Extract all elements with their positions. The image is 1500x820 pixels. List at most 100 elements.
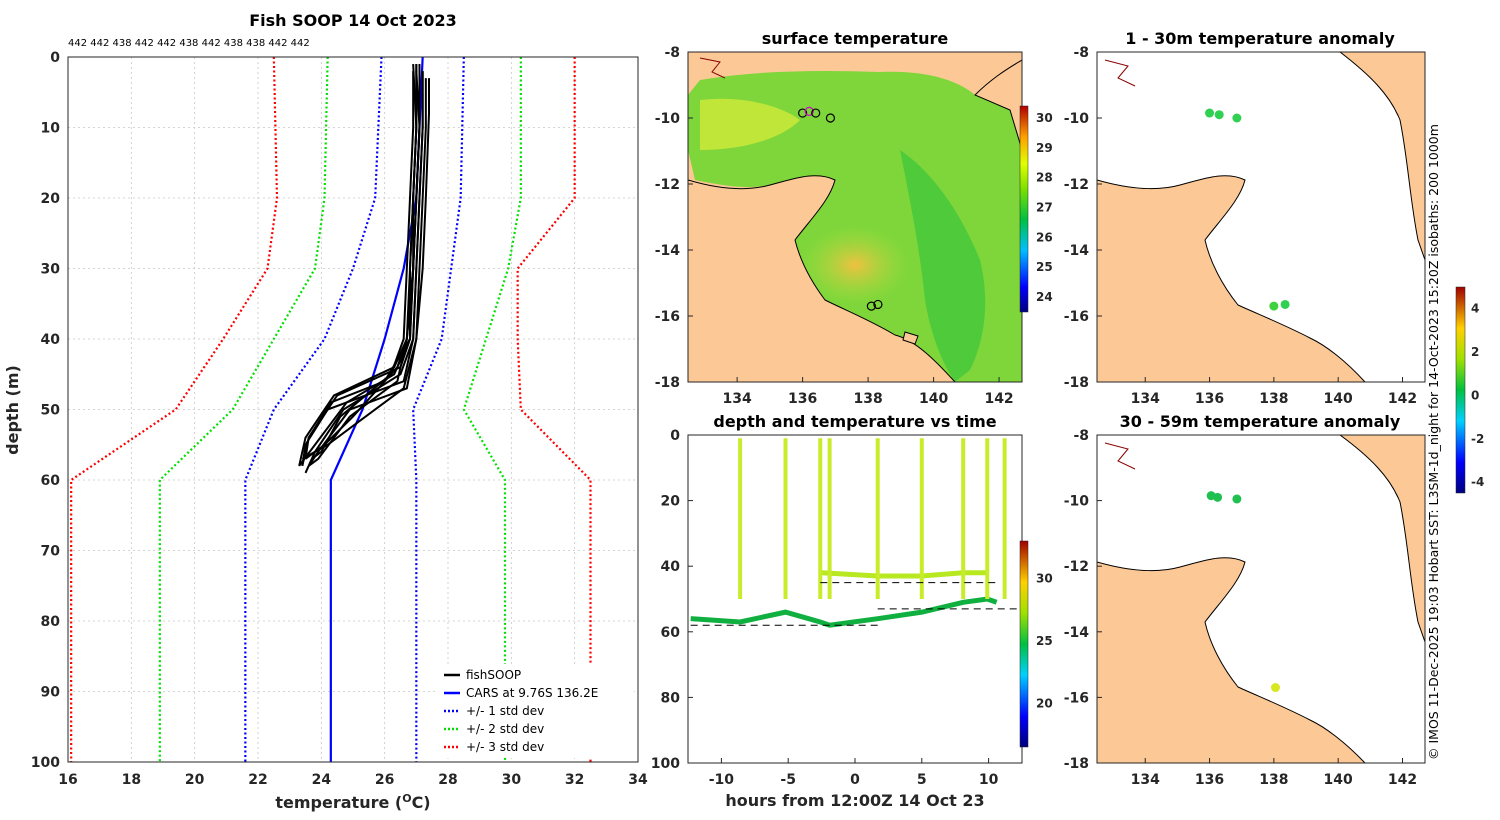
station-marker [825,113,836,123]
std-dev-line [516,57,592,762]
depth-time-chart: depth and temperature vs time -10 -5 0 5 10 … [651,412,1053,810]
legend-label-1std: +/- 1 std dev [466,704,544,718]
sst-colorbar-label: 28 [1036,171,1053,185]
sst-colorbar-label: 30 [1036,111,1053,125]
y-tick-label: 100 [31,755,60,771]
x-tick-label: 22 [248,772,267,788]
x-tick-label: 138 [853,391,882,407]
anomaly-shallow-isobath [1104,59,1136,87]
y-tick-label: -10 [1064,111,1090,127]
anomaly-shallow-y-ticks: -8 -10 -12 -14 -16 -18 [1064,45,1102,391]
x-tick-label: 30 [502,772,522,788]
sst-y-ticks: -8 -10 -12 -14 -16 -18 [655,45,693,391]
y-tick-label: 0 [50,50,60,66]
y-tick-label: 80 [41,614,61,630]
fishsoop-profile-line [304,71,424,474]
sst-colorbar-ticks: 24 25 26 27 28 29 30 [1036,111,1053,304]
anomaly-deep-frame [1096,434,1426,764]
x-tick-label: -10 [709,772,735,788]
profile-x-axis-label: temperature (OC) [275,792,430,812]
y-tick-label: 60 [41,473,61,489]
x-tick-label: 26 [375,772,394,788]
sst-warm-patch-north [700,98,800,150]
fishsoop-profile-line [301,78,430,460]
anomaly-colorbar-label: -2 [1471,432,1484,446]
y-tick-label: -16 [1064,309,1089,325]
std-dev-line [412,56,465,762]
sst-cool-patch [900,150,986,382]
y-tick-label: -18 [655,375,680,391]
fishsoop-profile-line [308,71,421,467]
x-tick-label: 138 [1259,391,1288,407]
x-tick-label: 20 [185,772,205,788]
std-dev-line [462,57,522,762]
y-tick-label: -8 [1073,428,1089,444]
y-tick-label: 90 [41,685,61,701]
y-tick-label: 40 [661,559,681,575]
y-tick-label: -10 [655,111,681,127]
y-tick-label: -12 [1064,559,1089,575]
sst-colorbar-label: 29 [1036,141,1053,155]
depth-time-x-axis-label: hours from 12:00Z 14 Oct 23 [725,791,984,810]
y-tick-label: -16 [1064,690,1089,706]
std-dev-line [158,56,329,762]
profile-y-axis-label: depth (m) [3,365,22,455]
anomaly-map-deep: 30 - 59m temperature anomaly 134 136 138 14… [1064,412,1426,788]
y-tick-label: -14 [655,243,681,259]
sst-map-title: surface temperature [762,29,949,48]
anomaly-shallow-land-east [1339,52,1425,261]
sst-stations [798,106,883,311]
anomaly-deep-isobath [1104,442,1136,470]
y-tick-label: 80 [661,690,681,706]
depth-time-colorbar-label: 25 [1036,634,1053,648]
profile-chart-title: Fish SOOP 14 Oct 2023 [249,11,457,30]
anomaly-colorbar [1455,286,1466,494]
sst-land-patch [688,52,1022,90]
y-tick-label: -12 [655,177,680,193]
x-tick-label: 138 [1259,772,1288,788]
station-marker [811,108,821,118]
x-tick-label: 32 [565,772,584,788]
y-tick-label: 10 [41,121,61,137]
x-tick-label: 142 [1388,391,1417,407]
legend-label-cars: CARS at 9.76S 136.2E [466,686,598,700]
depth-time-colorbar [1019,540,1029,748]
depth-time-traces [690,438,1007,628]
station-marker [866,301,876,311]
station-marker [804,106,814,117]
y-tick-label: 30 [41,262,61,278]
y-tick-label: 100 [651,756,680,772]
y-tick-label: 20 [41,191,61,207]
x-tick-label: 134 [723,391,752,407]
anomaly-point [1232,113,1242,123]
depth-time-colorbar-label: 20 [1036,696,1053,710]
y-tick-label: -14 [1064,625,1090,641]
y-tick-label: 40 [41,332,61,348]
anomaly-shallow-title: 1 - 30m temperature anomaly [1125,29,1395,48]
anomaly-colorbar-label: 4 [1471,302,1479,316]
legend-box [438,664,634,758]
x-tick-label: 18 [122,772,141,788]
anomaly-deep-x-ticks: 134 136 138 140 142 [1131,758,1417,788]
y-tick-label: -18 [1064,375,1089,391]
profile-axes-frame [67,56,639,763]
depth-time-colorbar-ticks: 20 25 30 [1036,571,1053,710]
sst-colorbar-label: 26 [1036,230,1053,244]
sst-colorbar-label: 25 [1036,260,1053,274]
x-tick-label: 134 [1131,391,1160,407]
anomaly-shallow-points [1205,108,1290,311]
depth-time-x-ticks: -10 -5 0 5 10 [709,758,999,788]
sst-isobath-line [699,57,726,79]
sst-colorbar-label: 27 [1036,201,1053,215]
sst-land-east [974,59,1022,151]
x-tick-label: 10 [979,772,999,788]
anomaly-colorbar-label: -4 [1471,475,1484,489]
sst-map: surface temperature 134 136 138 140 142 -8 -1… [655,29,1053,407]
anomaly-point [1280,299,1290,309]
anomaly-point [1205,108,1215,118]
x-tick-label: 136 [1195,772,1224,788]
x-tick-label: 24 [312,772,332,788]
profile-legend: fishSOOP CARS at 9.76S 136.2E +/- 1 std … [438,664,634,758]
x-tick-label: 136 [1195,391,1224,407]
